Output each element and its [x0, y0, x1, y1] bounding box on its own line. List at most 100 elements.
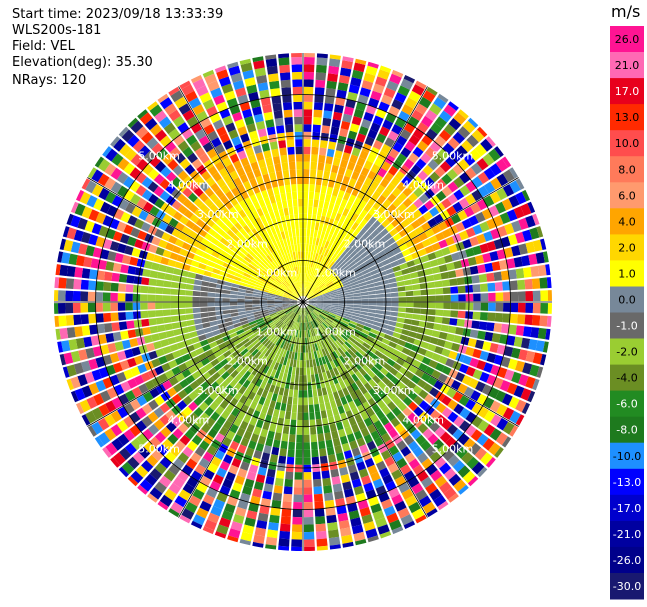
ppi-cell — [248, 250, 257, 258]
ppi-cell — [411, 84, 425, 96]
ppi-cell — [308, 244, 312, 252]
ppi-cell — [239, 492, 251, 503]
ppi-cell — [418, 204, 429, 215]
ppi-cell — [424, 268, 433, 276]
ppi-cell — [270, 326, 278, 333]
ppi-cell — [475, 211, 486, 223]
ppi-cell — [303, 266, 305, 274]
ppi-cell — [226, 342, 236, 350]
ppi-cell — [204, 362, 214, 371]
ray-spoke — [302, 177, 519, 303]
ppi-cell — [292, 397, 298, 405]
ppi-cell — [321, 274, 327, 281]
ppi-cell — [417, 423, 429, 434]
ppi-cell — [508, 396, 520, 409]
ppi-cell — [98, 187, 110, 201]
colorbar-tick-label: 21.0 — [615, 59, 640, 72]
ppi-cell — [477, 264, 486, 274]
ppi-cell — [279, 348, 285, 357]
ppi-cell — [294, 244, 298, 252]
ppi-cell — [324, 278, 331, 284]
ppi-cell — [98, 225, 109, 237]
ppi-cell — [462, 355, 472, 365]
field-name: Field: VEL — [12, 39, 75, 54]
ppi-cell — [387, 272, 396, 279]
ppi-cell — [274, 302, 283, 304]
ppi-cell — [494, 146, 504, 158]
ppi-cell — [239, 282, 248, 287]
ppi-cell — [305, 315, 309, 323]
ppi-cell — [326, 354, 333, 362]
ppi-cell — [509, 167, 519, 179]
ppi-cell — [363, 373, 372, 382]
ppi-cell — [312, 131, 321, 140]
ppi-cell — [355, 351, 363, 359]
ppi-cell — [323, 347, 330, 356]
ppi-cell — [268, 522, 279, 531]
ppi-cell — [237, 292, 246, 296]
ppi-cell — [328, 335, 335, 343]
ppi-cell — [427, 217, 438, 228]
ppi-cell — [303, 375, 307, 383]
ppi-cell — [265, 54, 277, 60]
ppi-cell — [288, 161, 296, 170]
ppi-cell — [346, 302, 354, 305]
ppi-cell — [291, 294, 299, 299]
ppi-cell — [256, 319, 265, 325]
ppi-cell — [311, 312, 317, 319]
ppi-cell — [299, 307, 302, 316]
ppi-cell — [294, 374, 299, 383]
ppi-cell — [350, 77, 362, 87]
ppi-cell — [214, 449, 225, 461]
ppi-cell — [328, 344, 335, 353]
ppi-cell — [331, 296, 339, 299]
ppi-cell — [257, 334, 266, 341]
ppi-cell — [521, 255, 531, 267]
ppi-cell — [390, 336, 400, 344]
ppi-cell — [259, 232, 267, 241]
ppi-cell — [228, 357, 238, 366]
ppi-cell — [272, 316, 280, 322]
ppi-cell — [214, 432, 225, 443]
ppi-cell — [253, 311, 262, 315]
ppi-cell — [290, 221, 295, 230]
ppi-cell — [344, 313, 352, 318]
ppi-cell — [267, 305, 275, 308]
ppi-cell — [350, 334, 358, 341]
ppi-cell — [467, 117, 479, 128]
ppi-cell — [370, 269, 379, 276]
ppi-cell — [298, 258, 301, 267]
ppi-cell — [448, 473, 462, 486]
ppi-cell — [225, 190, 235, 201]
ppi-cell — [301, 322, 303, 331]
ppi-cell — [469, 329, 479, 339]
ppi-cell — [167, 259, 177, 267]
ppi-cell — [165, 330, 175, 338]
ppi-cell — [274, 346, 280, 354]
ppi-cell — [305, 273, 308, 282]
ppi-cell — [174, 335, 184, 343]
ppi-cell — [190, 75, 203, 84]
ppi-cell — [346, 296, 354, 300]
ppi-cell — [354, 140, 364, 150]
ppi-cell — [137, 109, 148, 120]
ppi-cell — [402, 323, 412, 331]
ppi-cell — [412, 464, 425, 476]
ppi-cell — [339, 159, 349, 169]
ppi-cell — [537, 264, 547, 277]
ppi-cell — [177, 170, 189, 181]
ppi-cell — [272, 186, 280, 196]
ppi-cell — [517, 279, 526, 290]
ppi-cell — [304, 531, 315, 540]
ppi-cell — [361, 475, 372, 486]
ppi-cell — [328, 58, 341, 68]
ppi-cell — [374, 246, 383, 254]
ppi-cell — [198, 192, 209, 203]
ppi-cell — [88, 358, 99, 370]
ppi-cell — [336, 421, 344, 431]
ppi-cell — [212, 268, 221, 275]
ppi-cell — [256, 332, 264, 339]
ppi-cell — [127, 476, 139, 487]
ppi-cell — [266, 236, 273, 245]
ppi-cell — [282, 246, 288, 255]
